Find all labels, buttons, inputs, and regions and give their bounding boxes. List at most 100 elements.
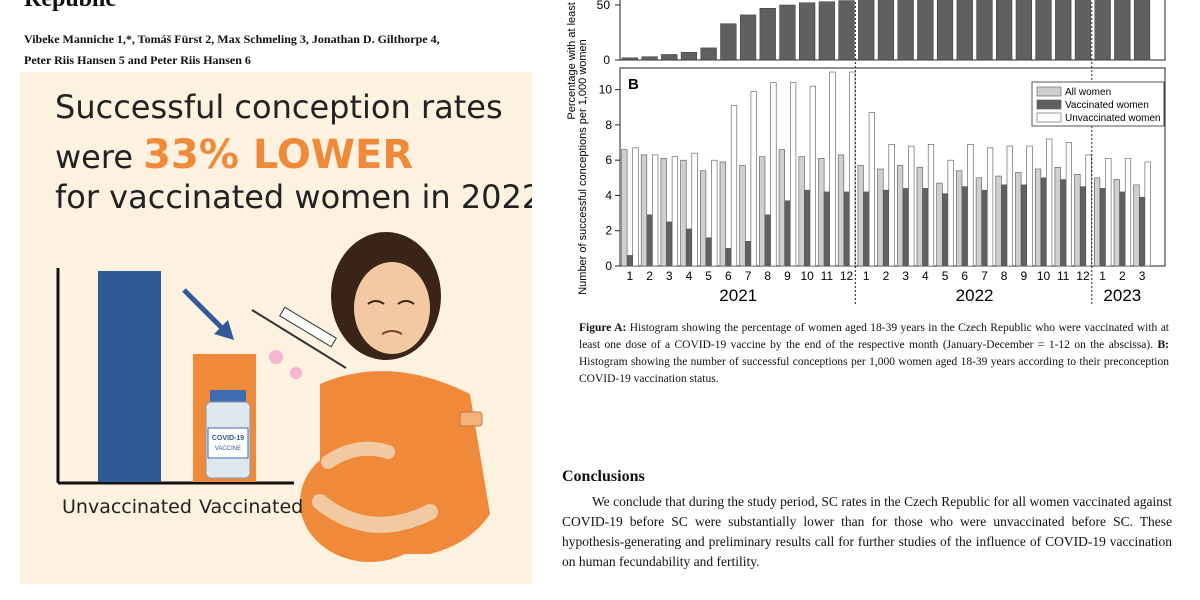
headline-were: were [55, 138, 133, 176]
panel-b-bar [719, 161, 726, 267]
panel-b-bar [725, 248, 732, 267]
panel-b-bar [1138, 196, 1146, 267]
panel-b-ytick-label: 2 [605, 224, 612, 238]
caption-a-text: Histogram showing the percentage of wome… [579, 322, 1170, 351]
panel-b-bar [961, 186, 968, 267]
panel-b-xtick-label: 4 [686, 269, 693, 283]
panel-b-xtick-label: 4 [922, 269, 929, 283]
panel-a-bar [976, 0, 993, 61]
panel-a-bar [779, 4, 796, 61]
panel-a-bar [1114, 0, 1131, 61]
figure-caption: Figure A: Histogram showing the percenta… [579, 320, 1169, 388]
panel-b-bar [691, 152, 698, 267]
down-arrow-icon [182, 288, 234, 340]
legend-label: Unvaccinated women [1065, 113, 1161, 124]
panel-b-bar [967, 144, 974, 267]
panel-a-bar [818, 1, 835, 61]
panel-b-bar [640, 154, 648, 267]
panel-a-bar [1133, 0, 1151, 61]
caption-b-text: Histogram showing the number of successf… [579, 356, 1169, 385]
panel-b-xtick-label: 3 [902, 269, 909, 283]
panel-b-bar [730, 105, 738, 267]
panel-b-bar [1105, 158, 1112, 267]
panel-a-bar [838, 0, 855, 61]
panel-a-bar [621, 57, 638, 61]
panel-b-bar [1015, 172, 1022, 267]
panel-b-xtick-label: 5 [705, 269, 712, 283]
panel-b-xtick-label: 12 [1076, 269, 1090, 283]
panel-b-bar [778, 149, 786, 267]
panel-b-bar [829, 71, 836, 267]
panel-b-bar [739, 165, 746, 267]
panel-b-bar [863, 191, 870, 267]
panel-a-bar [1074, 0, 1092, 61]
panel-b-bar [770, 82, 777, 267]
panel-b-bar [1020, 184, 1028, 267]
panel-b-bar [1046, 138, 1053, 267]
panel-a-bar [1015, 0, 1032, 61]
authors-line-1: Vibeke Manniche 1,*, Tomáš Fürst 2, Max … [24, 32, 440, 46]
panel-b-bar [790, 82, 797, 267]
panel-b-xtick-label: 1 [627, 269, 634, 283]
panel-b-bar [1093, 177, 1101, 267]
panel-a-ytick-label: 50 [597, 0, 611, 12]
panel-b-xtick-label: 2 [883, 269, 890, 283]
chart-panel-a: 0 50 Percentage with at least one vaccine [566, 0, 1166, 120]
vial-label-vaccine: VACCINE [215, 446, 241, 452]
panel-a-bar [799, 2, 816, 61]
headline-line-1: Successful conception rates [55, 88, 503, 126]
authors-line-2: Peter Riis Hansen 5 and Peter Riis Hanse… [24, 53, 251, 67]
panel-a-bar [661, 54, 678, 61]
conclusions-paragraph: We conclude that during the study period… [562, 494, 1172, 569]
panel-a-bar [936, 0, 954, 61]
panel-b-xtick-label: 3 [1139, 269, 1146, 283]
panel-b-bar [947, 159, 954, 267]
panel-b-xtick-label: 5 [942, 269, 949, 283]
panel-a-bar [996, 0, 1013, 61]
panel-b-bar [936, 182, 943, 267]
panel-b-bar [1034, 168, 1042, 267]
panel-b-bar [626, 255, 633, 267]
headline-line-2: were 33% LOWER [55, 132, 413, 178]
panel-a-bar [680, 52, 698, 61]
panel-b-bar [818, 158, 825, 267]
pregnant-woman-illustration [300, 232, 490, 562]
panel-b-xtick-label: 8 [764, 269, 771, 283]
panel-b-bar [888, 144, 895, 267]
panel-b-bar [1040, 177, 1047, 267]
conclusions-heading: Conclusions [562, 468, 645, 485]
panel-b-ytick-label: 8 [605, 118, 612, 132]
paper-title-fragment: Republic [24, 0, 116, 13]
panel-b-bar [956, 170, 963, 267]
year-label-2021: 2021 [719, 286, 757, 305]
panel-b-bar [995, 175, 1002, 267]
vaccine-vial-icon: COVID-19 VACCINE [205, 390, 251, 479]
panel-b-bar [941, 193, 949, 267]
panel-b-bar [849, 71, 856, 267]
syringe-icon [251, 306, 347, 379]
panel-b-bar [711, 159, 718, 267]
panel-b-xtick-label: 9 [1021, 269, 1028, 283]
legend-swatch [1036, 112, 1062, 123]
panel-a-bar [858, 0, 875, 61]
panel-b-bar [986, 147, 994, 267]
author-list: Vibeke Manniche 1,*, Tomáš Fürst 2, Max … [24, 29, 464, 71]
panel-b-xtick-label: 3 [666, 269, 673, 283]
panel-b-bar [1144, 161, 1151, 267]
panel-b-bar [1065, 142, 1073, 267]
year-label-2022: 2022 [956, 286, 994, 305]
panel-b-bar [666, 221, 673, 267]
panel-b-bar [1119, 191, 1126, 267]
panel-b-bar [660, 158, 667, 267]
panel-b-bar [1079, 186, 1087, 267]
panel-a-bar [739, 14, 757, 61]
caption-b-label: B: [1153, 339, 1169, 351]
panel-b-xtick-label: 2 [646, 269, 653, 283]
panel-a-bar [917, 0, 934, 61]
panel-b-bar [896, 165, 904, 267]
panel-a-ylabel: Percentage with at least one vaccine [566, 0, 578, 120]
panel-a-bar [956, 0, 973, 61]
panel-a-bar [1094, 0, 1111, 61]
panel-a-bar [759, 8, 776, 61]
panel-b-xtick-label: 7 [745, 269, 752, 283]
